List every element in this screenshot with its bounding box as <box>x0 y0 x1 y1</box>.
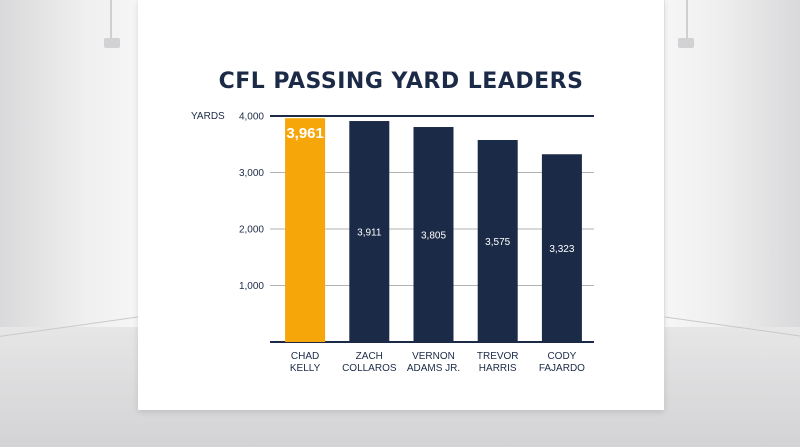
bar-value-label: 3,961 <box>286 125 324 142</box>
bar-chart: CFL PASSING YARD LEADERS YARDS 3,961 3,91… <box>191 69 594 374</box>
bar <box>541 154 582 342</box>
x-category-label: VERNON <box>412 351 455 362</box>
x-category-label: CHAD <box>291 351 319 362</box>
bar <box>477 140 518 342</box>
ceiling-light-rod-right <box>686 0 688 40</box>
x-category-label: CODY <box>547 351 576 362</box>
x-category-label: TREVOR <box>477 351 519 362</box>
y-tick-label: 4,000 <box>239 112 264 123</box>
bar-value-label: 3,323 <box>549 244 574 255</box>
x-category-label: KELLY <box>290 363 321 374</box>
y-tick-label: 1,000 <box>239 281 264 292</box>
x-category-label: ADAMS JR. <box>407 363 460 374</box>
y-tick-labels: 1,000 2,000 3,000 4,000 <box>239 112 264 293</box>
bar <box>349 121 390 342</box>
bars: 3,961 3,911 3,805 3,575 3,323 <box>285 118 582 343</box>
bar <box>285 118 326 343</box>
chart-title: CFL PASSING YARD LEADERS <box>219 69 584 94</box>
x-category-label: HARRIS <box>479 363 517 374</box>
bar-value-label: 3,575 <box>485 237 510 248</box>
y-tick-label: 3,000 <box>239 168 264 179</box>
bar <box>413 127 454 342</box>
y-axis-label: YARDS <box>191 111 225 122</box>
x-category-label: ZACH <box>356 351 383 362</box>
ceiling-light-right <box>678 38 694 48</box>
bar-value-label: 3,911 <box>357 228 382 239</box>
ceiling-light-rod-left <box>110 0 112 40</box>
x-category-label: COLLAROS <box>342 363 397 374</box>
ceiling-light-left <box>104 38 120 48</box>
bar-value-label: 3,805 <box>421 231 446 242</box>
chart-panel: CFL PASSING YARD LEADERS YARDS 3,961 3,91… <box>138 0 664 410</box>
x-category-label: FAJARDO <box>539 363 585 374</box>
y-tick-label: 2,000 <box>239 225 264 236</box>
